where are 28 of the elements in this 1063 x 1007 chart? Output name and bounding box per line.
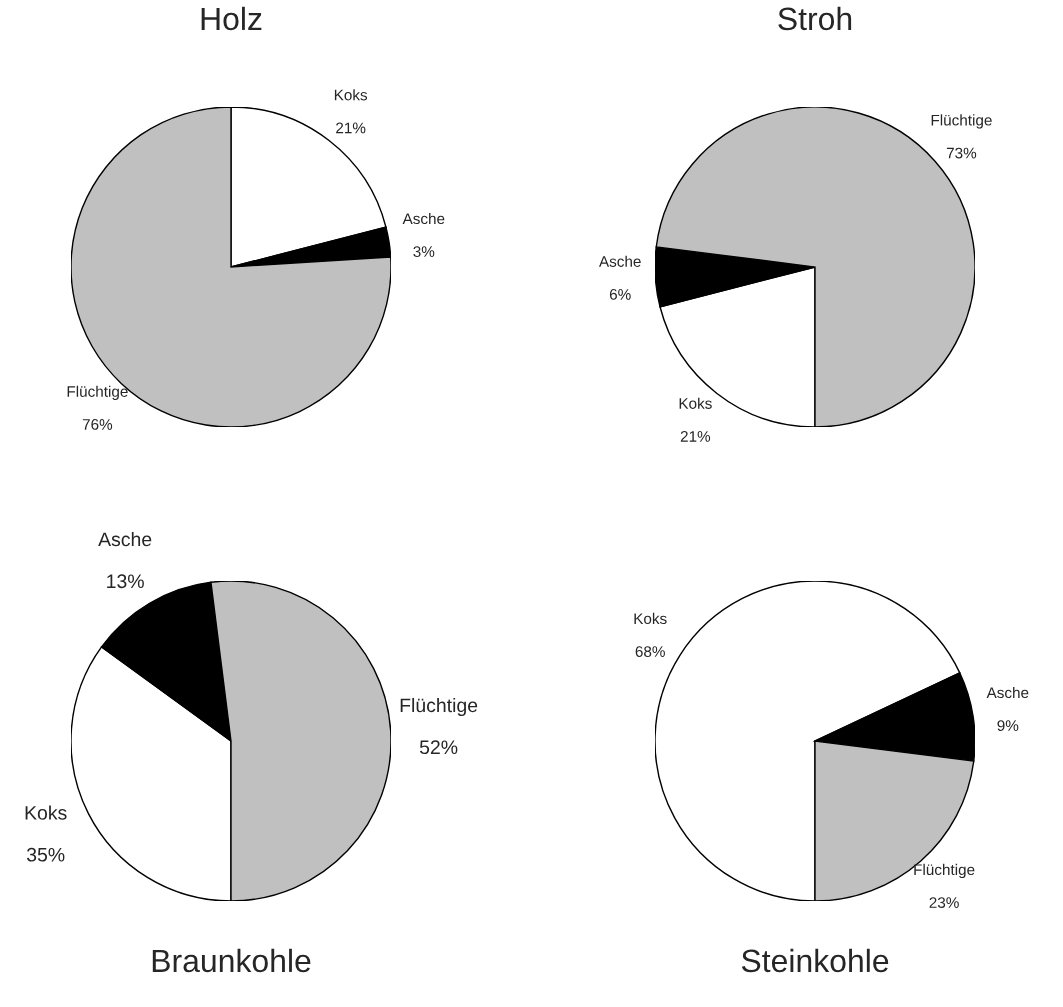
data-label: 35% (26, 847, 65, 862)
slice-label: Asche (986, 686, 1029, 699)
slice-label: Flüchtige (914, 863, 975, 879)
data-label: 21% (680, 430, 711, 442)
slice-label: Asche (98, 531, 152, 547)
slice-label: Flüchtige (931, 114, 992, 129)
slice-label: Koks (634, 612, 667, 625)
data-label: 6% (609, 289, 631, 300)
text: Steinkohle (741, 948, 889, 973)
slice-label: Koks (679, 397, 712, 409)
data-label: 13% (107, 574, 144, 589)
data-label: 3% (413, 246, 435, 258)
chart-title: Holz (201, 6, 262, 31)
data-label: 21% (336, 122, 366, 134)
data-label: 68% (635, 646, 665, 657)
data-label: 23% (929, 897, 959, 908)
slice-label: Koks (25, 805, 67, 820)
slice-label: Asche (402, 212, 445, 225)
data-label: 52% (419, 740, 458, 755)
data-label: 73% (946, 147, 977, 159)
slice-label: Flüchtige (67, 385, 128, 400)
slice-label: Koks (334, 89, 368, 101)
data-label: 9% (997, 720, 1019, 732)
slice-label: Flüchtige (400, 697, 478, 717)
data-label: 76% (82, 419, 113, 430)
text: Braunkohle (152, 948, 311, 973)
slice-label: Asche (598, 255, 641, 267)
chart-title: Stroh (778, 6, 852, 31)
